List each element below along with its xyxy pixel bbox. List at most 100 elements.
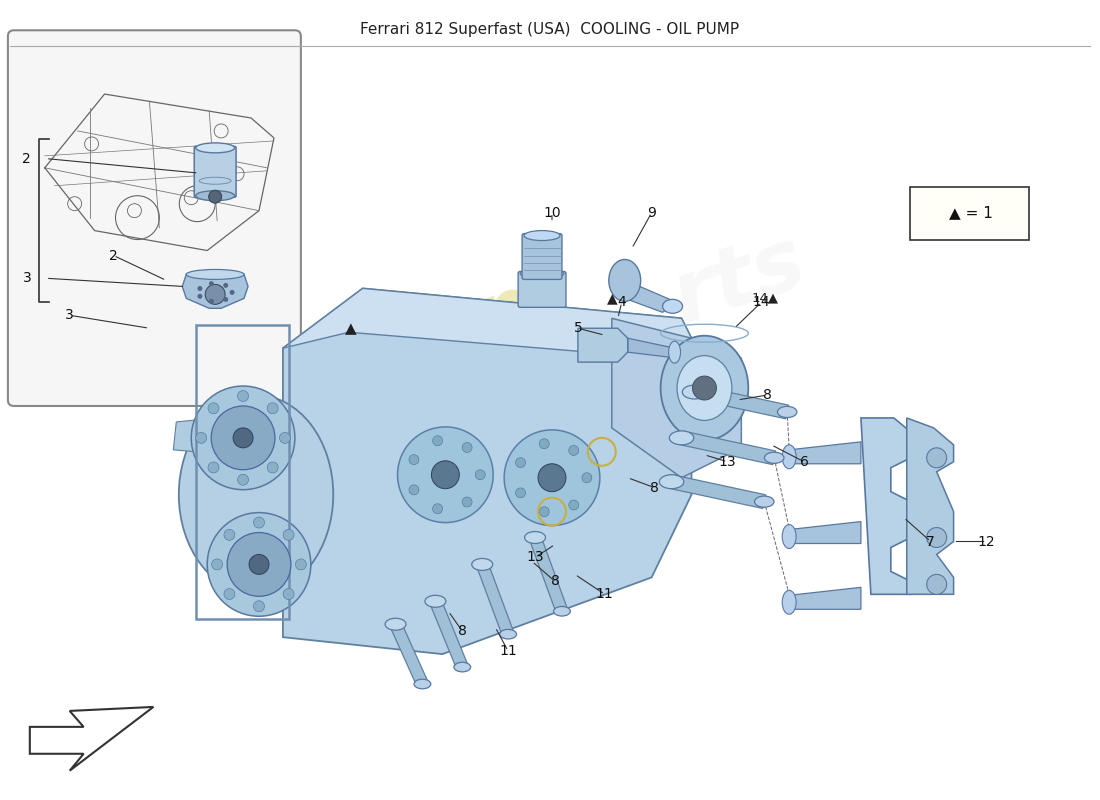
Circle shape (516, 458, 526, 467)
Ellipse shape (659, 474, 684, 489)
Text: ▲: ▲ (344, 321, 356, 336)
Circle shape (296, 559, 306, 570)
Ellipse shape (608, 259, 640, 302)
Polygon shape (476, 562, 514, 636)
Ellipse shape (499, 630, 517, 639)
Circle shape (569, 446, 579, 455)
Text: 7: 7 (926, 534, 935, 549)
Ellipse shape (520, 269, 564, 278)
Ellipse shape (764, 452, 784, 463)
Ellipse shape (454, 662, 471, 672)
FancyBboxPatch shape (522, 234, 562, 279)
Circle shape (539, 438, 549, 449)
Text: 8: 8 (762, 388, 772, 402)
Polygon shape (789, 587, 861, 610)
Polygon shape (670, 475, 766, 509)
Circle shape (208, 462, 219, 473)
Circle shape (209, 281, 213, 286)
Polygon shape (628, 338, 678, 358)
Circle shape (693, 376, 716, 400)
Circle shape (223, 283, 228, 288)
FancyBboxPatch shape (518, 271, 565, 307)
Text: 8: 8 (650, 481, 659, 494)
Ellipse shape (782, 590, 796, 614)
Ellipse shape (385, 618, 406, 630)
Polygon shape (283, 288, 692, 358)
Text: 2: 2 (22, 152, 31, 166)
Text: 2: 2 (109, 249, 118, 262)
Circle shape (206, 285, 225, 304)
Circle shape (926, 574, 947, 594)
Ellipse shape (682, 385, 706, 399)
Circle shape (926, 448, 947, 468)
Text: 3: 3 (22, 271, 31, 286)
Circle shape (475, 470, 485, 480)
Circle shape (224, 530, 235, 540)
Polygon shape (30, 707, 153, 770)
Circle shape (267, 402, 278, 414)
Circle shape (397, 427, 493, 522)
Ellipse shape (678, 356, 732, 421)
Ellipse shape (755, 496, 774, 507)
Text: 4: 4 (617, 295, 626, 310)
Circle shape (196, 432, 207, 443)
Circle shape (207, 513, 311, 616)
Text: ▲ = 1: ▲ = 1 (948, 205, 992, 220)
Circle shape (238, 390, 249, 402)
Text: 3: 3 (65, 308, 74, 322)
Circle shape (238, 474, 249, 486)
Circle shape (227, 533, 290, 596)
Text: europ: europ (253, 267, 548, 434)
Text: rts: rts (662, 220, 816, 341)
Polygon shape (283, 288, 692, 654)
Ellipse shape (472, 558, 493, 570)
Circle shape (211, 406, 275, 470)
Polygon shape (578, 328, 628, 362)
Circle shape (516, 488, 526, 498)
Polygon shape (174, 420, 196, 452)
Ellipse shape (524, 230, 560, 241)
Ellipse shape (196, 190, 234, 201)
Circle shape (432, 436, 442, 446)
Ellipse shape (425, 595, 446, 607)
Text: ▲: ▲ (606, 291, 617, 306)
Circle shape (267, 462, 278, 473)
Text: 10: 10 (543, 206, 561, 220)
Text: Ferrari 812 Superfast (USA)  COOLING - OIL PUMP: Ferrari 812 Superfast (USA) COOLING - OI… (361, 22, 739, 37)
Text: 11: 11 (596, 587, 614, 602)
Text: 14▲: 14▲ (751, 292, 779, 305)
Polygon shape (612, 318, 741, 478)
Ellipse shape (782, 445, 796, 469)
Circle shape (926, 527, 947, 547)
FancyBboxPatch shape (195, 146, 236, 198)
Circle shape (230, 290, 234, 295)
Circle shape (253, 601, 264, 612)
Circle shape (569, 500, 579, 510)
Circle shape (233, 428, 253, 448)
Circle shape (539, 506, 549, 517)
Circle shape (191, 386, 295, 490)
Text: 13: 13 (526, 550, 543, 565)
Ellipse shape (553, 606, 570, 616)
Circle shape (211, 559, 222, 570)
Polygon shape (693, 386, 789, 418)
Circle shape (462, 497, 472, 507)
Circle shape (223, 297, 228, 302)
Ellipse shape (778, 406, 796, 418)
Circle shape (432, 504, 442, 514)
Text: since 1985: since 1985 (496, 510, 664, 589)
Circle shape (283, 589, 294, 599)
Circle shape (253, 517, 264, 528)
Ellipse shape (669, 342, 681, 363)
Ellipse shape (525, 531, 546, 543)
Circle shape (538, 464, 565, 492)
Text: 9: 9 (647, 206, 656, 220)
Circle shape (249, 554, 270, 574)
Polygon shape (625, 286, 676, 312)
Ellipse shape (414, 679, 431, 689)
Text: 12: 12 (978, 534, 996, 549)
Circle shape (409, 454, 419, 465)
Circle shape (197, 294, 202, 298)
Ellipse shape (661, 336, 748, 440)
Circle shape (283, 530, 294, 540)
